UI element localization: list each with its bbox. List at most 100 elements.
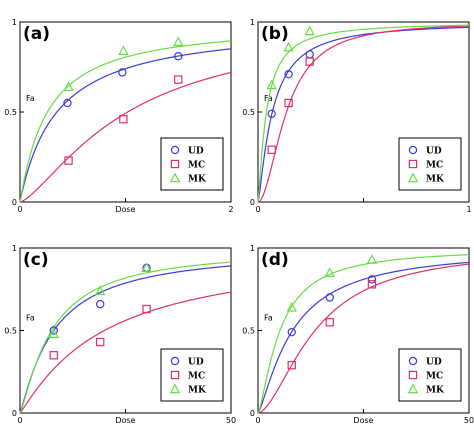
y-tick-label: 0 — [12, 409, 17, 418]
x-axis-title: Dose — [115, 205, 135, 214]
data-point-mc — [367, 280, 377, 289]
series-line-ud — [257, 26, 470, 203]
legend-marker-ud — [408, 145, 418, 155]
chart-panel: 0 0.5 1 0 2 Fa Dose (a) UD MC MK — [4, 18, 233, 214]
legend-label-mc: MC — [426, 161, 443, 171]
series-line-mc — [19, 291, 232, 414]
series-line-mk — [19, 40, 232, 203]
data-point-ud — [305, 50, 314, 59]
data-point-mk — [118, 45, 129, 56]
data-point-mk — [324, 267, 335, 277]
legend-marker-mk — [407, 172, 419, 183]
data-point-mc — [49, 351, 58, 360]
data-point-mc — [64, 156, 73, 165]
x-tick-label: 0 — [17, 416, 22, 425]
legend-label-mk: MK — [426, 175, 445, 185]
data-point-mc — [174, 75, 183, 84]
data-point-mc — [287, 360, 296, 370]
data-point-ud — [118, 68, 127, 77]
legend-label-mc: MC — [188, 161, 205, 171]
legend-marker-ud — [170, 356, 180, 366]
y-tick-label: 0.5 — [242, 108, 255, 117]
y-axis-title: Fa — [26, 314, 35, 323]
legend-marker-mc — [408, 159, 418, 169]
y-tick-label: 0 — [250, 409, 255, 418]
data-point-ud — [63, 98, 72, 108]
y-tick-label: 1 — [250, 244, 255, 253]
legend: UD MC MK — [398, 348, 462, 402]
panel-label: (a) — [23, 24, 50, 44]
legend-marker-mc — [170, 159, 180, 169]
data-point-mk — [94, 285, 106, 296]
chart-panel: 0 0.5 1 0 50 Fa Dose (c) UD MC MK — [4, 244, 236, 425]
legend-marker-mk — [169, 383, 181, 394]
legend-label-ud: UD — [188, 358, 204, 368]
panel-label: (d) — [261, 250, 289, 270]
data-point-mk — [48, 328, 59, 338]
series-line-mk — [257, 254, 470, 414]
legend: UD MC MK — [398, 137, 462, 191]
data-point-ud — [284, 69, 293, 79]
x-tick-label: 0 — [255, 205, 260, 214]
legend-marker-mc — [170, 370, 180, 380]
panel-label: (c) — [23, 250, 49, 270]
data-point-ud — [367, 275, 377, 284]
data-point-ud — [325, 293, 334, 302]
data-point-mk — [141, 262, 152, 272]
data-point-mk — [366, 254, 378, 264]
y-tick-label: 0 — [12, 198, 17, 207]
x-tick-label: 1 — [466, 205, 471, 214]
data-point-ud — [174, 52, 183, 61]
data-point-mc — [267, 145, 276, 154]
legend-label-mc: MC — [426, 372, 443, 382]
y-axis-title: Fa — [26, 94, 35, 103]
x-tick-label: 50 — [226, 416, 236, 425]
y-tick-label: 0.5 — [242, 327, 255, 336]
data-point-ud — [95, 299, 105, 309]
y-tick-label: 0 — [250, 198, 255, 207]
data-point-mk — [173, 36, 184, 47]
series-line-ud — [19, 265, 232, 414]
legend-label-ud: UD — [188, 147, 204, 157]
series-line-mc — [257, 263, 470, 414]
legend-marker-mk — [169, 172, 181, 183]
x-axis-title: Dose — [353, 416, 373, 425]
legend-label-mc: MC — [188, 372, 205, 382]
y-tick-label: 0.5 — [4, 108, 17, 117]
series-line-ud — [19, 48, 232, 203]
legend-label-ud: UD — [426, 147, 442, 157]
series-line-mc — [257, 25, 470, 203]
series-line-mc — [19, 71, 232, 203]
chart-panel: 0 0.5 1 0 50 Fa Dose (d) UD MC MK — [242, 244, 474, 425]
data-point-mk — [63, 81, 74, 92]
y-tick-label: 0.5 — [4, 327, 17, 336]
data-point-ud — [267, 109, 276, 119]
y-axis-title: Fa — [264, 314, 273, 323]
data-point-mk — [266, 79, 277, 90]
legend-marker-ud — [408, 356, 418, 366]
legend: UD MC MK — [160, 137, 224, 191]
x-tick-label: 2 — [228, 205, 233, 214]
data-point-ud — [49, 326, 58, 335]
y-tick-label: 1 — [12, 18, 17, 27]
x-tick-label: 0 — [255, 416, 260, 425]
legend-label-mk: MK — [188, 386, 207, 396]
x-tick-label: 50 — [464, 416, 474, 425]
legend-label-ud: UD — [426, 358, 442, 368]
x-axis-title: Dose — [115, 416, 135, 425]
legend: UD MC MK — [160, 348, 224, 402]
data-point-mc — [325, 318, 334, 327]
data-point-mc — [119, 114, 128, 124]
series-line-mk — [19, 261, 232, 414]
data-point-ud — [287, 327, 296, 337]
y-tick-label: 1 — [12, 244, 17, 253]
data-point-mc — [142, 304, 151, 314]
legend-marker-ud — [170, 145, 180, 155]
data-point-mc — [284, 98, 293, 108]
series-line-mk — [257, 24, 470, 203]
data-point-mc — [95, 337, 105, 347]
x-tick-label: 0 — [17, 205, 22, 214]
y-tick-label: 1 — [250, 18, 255, 27]
